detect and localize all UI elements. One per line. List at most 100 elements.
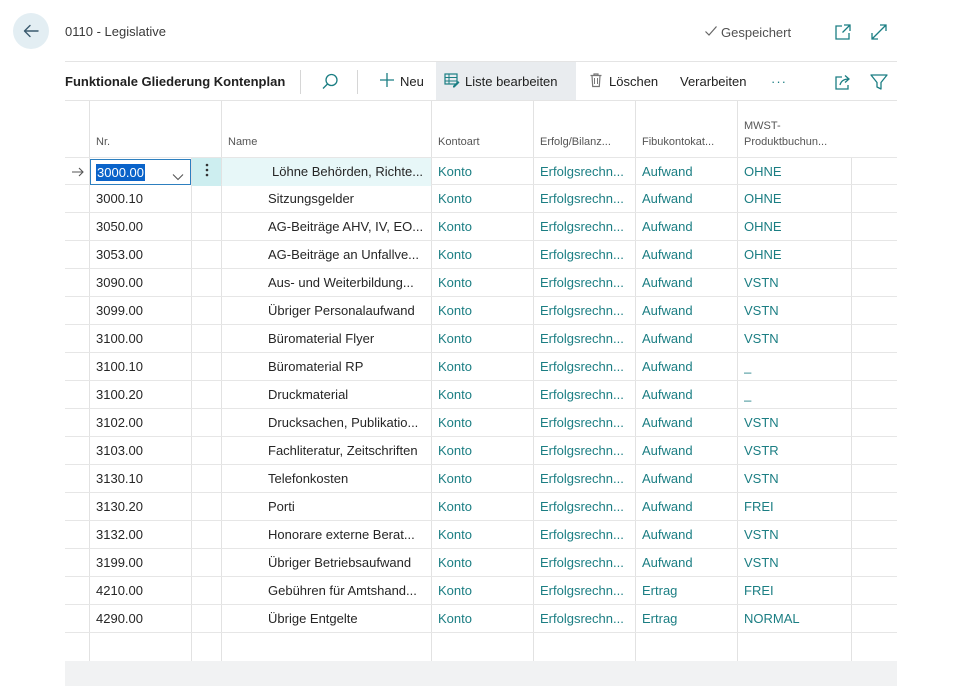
erfolg-bilanz-link[interactable]: Erfolgsrechn... bbox=[540, 499, 624, 514]
column-header-mwst[interactable]: MWST- Produktbuchun... bbox=[744, 118, 827, 150]
back-button[interactable] bbox=[13, 13, 49, 49]
erfolg-bilanz-link[interactable]: Erfolgsrechn... bbox=[540, 527, 624, 542]
erfolg-bilanz-link[interactable]: Erfolgsrechn... bbox=[540, 611, 624, 626]
kontoart-link[interactable]: Konto bbox=[438, 415, 472, 430]
table-row[interactable]: 3102.00 Drucksachen, Publikatio... Konto Er… bbox=[65, 409, 897, 437]
table-row[interactable]: 3000.00 Löhne Behörden, Richte... Konto Erf… bbox=[65, 157, 897, 186]
account-no[interactable]: 3053.00 bbox=[96, 247, 143, 262]
mwst-produktbuchungsgruppe-link[interactable]: OHNE bbox=[744, 247, 782, 262]
account-name[interactable]: Büromaterial RP bbox=[268, 359, 364, 374]
erfolg-bilanz-link[interactable]: Erfolgsrechn... bbox=[540, 387, 624, 402]
account-no-field[interactable]: 3000.00 bbox=[90, 159, 191, 185]
account-name[interactable]: Büromaterial Flyer bbox=[268, 331, 375, 346]
kontoart-link[interactable]: Konto bbox=[438, 303, 472, 318]
table-row[interactable]: 3100.00 Büromaterial Flyer Konto Erfolgsrec… bbox=[65, 325, 897, 353]
account-no[interactable]: 3099.00 bbox=[96, 303, 143, 318]
fibukontokategorie-link[interactable]: Aufwand bbox=[642, 527, 693, 542]
account-no[interactable]: 3130.10 bbox=[96, 471, 143, 486]
kontoart-link[interactable]: Konto bbox=[438, 164, 472, 179]
account-no[interactable]: 3000.10 bbox=[96, 191, 143, 206]
account-no[interactable]: 3050.00 bbox=[96, 219, 143, 234]
more-options-button[interactable]: ··· bbox=[771, 73, 787, 89]
share-icon[interactable] bbox=[833, 72, 853, 92]
kontoart-link[interactable]: Konto bbox=[438, 331, 472, 346]
kontoart-link[interactable]: Konto bbox=[438, 527, 472, 542]
account-no[interactable]: 4210.00 bbox=[96, 583, 143, 598]
erfolg-bilanz-link[interactable]: Erfolgsrechn... bbox=[540, 191, 624, 206]
mwst-produktbuchungsgruppe-link[interactable]: VSTN bbox=[744, 415, 779, 430]
kontoart-link[interactable]: Konto bbox=[438, 247, 472, 262]
account-name[interactable]: Honorare externe Berat... bbox=[268, 527, 415, 542]
account-no[interactable]: 3130.20 bbox=[96, 499, 143, 514]
table-row[interactable]: 4210.00 Gebühren für Amtshand... Konto Erfo… bbox=[65, 577, 897, 605]
account-name[interactable]: Sitzungsgelder bbox=[268, 191, 354, 206]
erfolg-bilanz-link[interactable]: Erfolgsrechn... bbox=[540, 164, 624, 179]
fibukontokategorie-link[interactable]: Aufwand bbox=[642, 331, 693, 346]
column-header-fibukontokategorie[interactable]: Fibukontokat... bbox=[642, 136, 715, 148]
fibukontokategorie-link[interactable]: Aufwand bbox=[642, 275, 693, 290]
table-row[interactable]: 3100.10 Büromaterial RP Konto Erfolgsrechn.… bbox=[65, 353, 897, 381]
account-name[interactable]: Porti bbox=[268, 499, 295, 514]
mwst-produktbuchungsgruppe-link[interactable]: FREI bbox=[744, 499, 774, 514]
fibukontokategorie-link[interactable]: Aufwand bbox=[642, 471, 693, 486]
fibukontokategorie-link[interactable]: Aufwand bbox=[642, 303, 693, 318]
account-name[interactable]: Übriger Personalaufwand bbox=[268, 303, 415, 318]
column-header-kontoart[interactable]: Kontoart bbox=[438, 136, 480, 148]
erfolg-bilanz-link[interactable]: Erfolgsrechn... bbox=[540, 583, 624, 598]
account-name[interactable]: Löhne Behörden, Richte... bbox=[272, 164, 424, 179]
erfolg-bilanz-link[interactable]: Erfolgsrechn... bbox=[540, 275, 624, 290]
kontoart-link[interactable]: Konto bbox=[438, 275, 472, 290]
fibukontokategorie-link[interactable]: Aufwand bbox=[642, 191, 693, 206]
new-button[interactable]: Neu bbox=[371, 62, 432, 100]
mwst-produktbuchungsgruppe-link[interactable]: OHNE bbox=[744, 219, 782, 234]
expand-icon[interactable] bbox=[869, 22, 889, 42]
mwst-produktbuchungsgruppe-link[interactable]: VSTN bbox=[744, 331, 779, 346]
account-no[interactable]: 3132.00 bbox=[96, 527, 143, 542]
account-no[interactable]: 3199.00 bbox=[96, 555, 143, 570]
open-new-window-icon[interactable] bbox=[833, 22, 853, 42]
row-actions-button[interactable] bbox=[192, 158, 221, 186]
table-row[interactable]: 4290.00 Übrige Entgelte Konto Erfolgsrechn.… bbox=[65, 605, 897, 633]
chevron-down-icon[interactable] bbox=[172, 168, 184, 186]
account-name[interactable]: Druckmaterial bbox=[268, 387, 349, 402]
table-row[interactable]: 3050.00 AG-Beiträge AHV, IV, EO... Konto Er… bbox=[65, 213, 897, 241]
mwst-produktbuchungsgruppe-link[interactable]: VSTN bbox=[744, 555, 779, 570]
erfolg-bilanz-link[interactable]: Erfolgsrechn... bbox=[540, 247, 624, 262]
table-row[interactable]: 3100.20 Druckmaterial Konto Erfolgsrechn...… bbox=[65, 381, 897, 409]
fibukontokategorie-link[interactable]: Aufwand bbox=[642, 555, 693, 570]
account-name[interactable]: Gebühren für Amtshand... bbox=[268, 583, 417, 598]
table-row[interactable]: 3132.00 Honorare externe Berat... Konto Erf… bbox=[65, 521, 897, 549]
mwst-produktbuchungsgruppe-link[interactable]: VSTN bbox=[744, 527, 779, 542]
mwst-produktbuchungsgruppe-link[interactable]: OHNE bbox=[744, 191, 782, 206]
fibukontokategorie-link[interactable]: Aufwand bbox=[642, 359, 693, 374]
mwst-produktbuchungsgruppe-link[interactable]: _ bbox=[744, 359, 752, 374]
table-row[interactable]: 3130.10 Telefonkosten Konto Erfolgsrechn...… bbox=[65, 465, 897, 493]
fibukontokategorie-link[interactable]: Aufwand bbox=[642, 499, 693, 514]
column-header-no[interactable]: Nr. bbox=[96, 136, 111, 148]
mwst-produktbuchungsgruppe-link[interactable]: FREI bbox=[744, 583, 774, 598]
erfolg-bilanz-link[interactable]: Erfolgsrechn... bbox=[540, 555, 624, 570]
account-name[interactable]: AG-Beiträge AHV, IV, EO... bbox=[268, 219, 424, 234]
fibukontokategorie-link[interactable]: Ertrag bbox=[642, 611, 678, 626]
erfolg-bilanz-link[interactable]: Erfolgsrechn... bbox=[540, 415, 624, 430]
account-no[interactable]: 3090.00 bbox=[96, 275, 143, 290]
mwst-produktbuchungsgruppe-link[interactable]: VSTR bbox=[744, 443, 779, 458]
account-name[interactable]: AG-Beiträge an Unfallve... bbox=[268, 247, 420, 262]
account-no[interactable]: 3100.00 bbox=[96, 331, 143, 346]
table-row[interactable]: 3103.00 Fachliteratur, Zeitschriften Konto… bbox=[65, 437, 897, 465]
table-row[interactable]: 3053.00 AG-Beiträge an Unfallve... Konto Er… bbox=[65, 241, 897, 269]
account-name[interactable]: Aus- und Weiterbildung... bbox=[268, 275, 414, 290]
kontoart-link[interactable]: Konto bbox=[438, 471, 472, 486]
fibukontokategorie-link[interactable]: Aufwand bbox=[642, 247, 693, 262]
account-no[interactable]: 3102.00 bbox=[96, 415, 143, 430]
column-header-erfolg-bilanz[interactable]: Erfolg/Bilanz... bbox=[540, 136, 611, 148]
kontoart-link[interactable]: Konto bbox=[438, 555, 472, 570]
account-name[interactable]: Drucksachen, Publikatio... bbox=[268, 415, 419, 430]
table-row[interactable]: 3090.00 Aus- und Weiterbildung... Konto Erf… bbox=[65, 269, 897, 297]
table-row[interactable]: 3099.00 Übriger Personalaufwand Konto Erfol… bbox=[65, 297, 897, 325]
erfolg-bilanz-link[interactable]: Erfolgsrechn... bbox=[540, 303, 624, 318]
kontoart-link[interactable]: Konto bbox=[438, 583, 472, 598]
erfolg-bilanz-link[interactable]: Erfolgsrechn... bbox=[540, 219, 624, 234]
table-row[interactable]: 3199.00 Übriger Betriebsaufwand Konto Erfol… bbox=[65, 549, 897, 577]
account-no[interactable]: 3100.20 bbox=[96, 387, 143, 402]
